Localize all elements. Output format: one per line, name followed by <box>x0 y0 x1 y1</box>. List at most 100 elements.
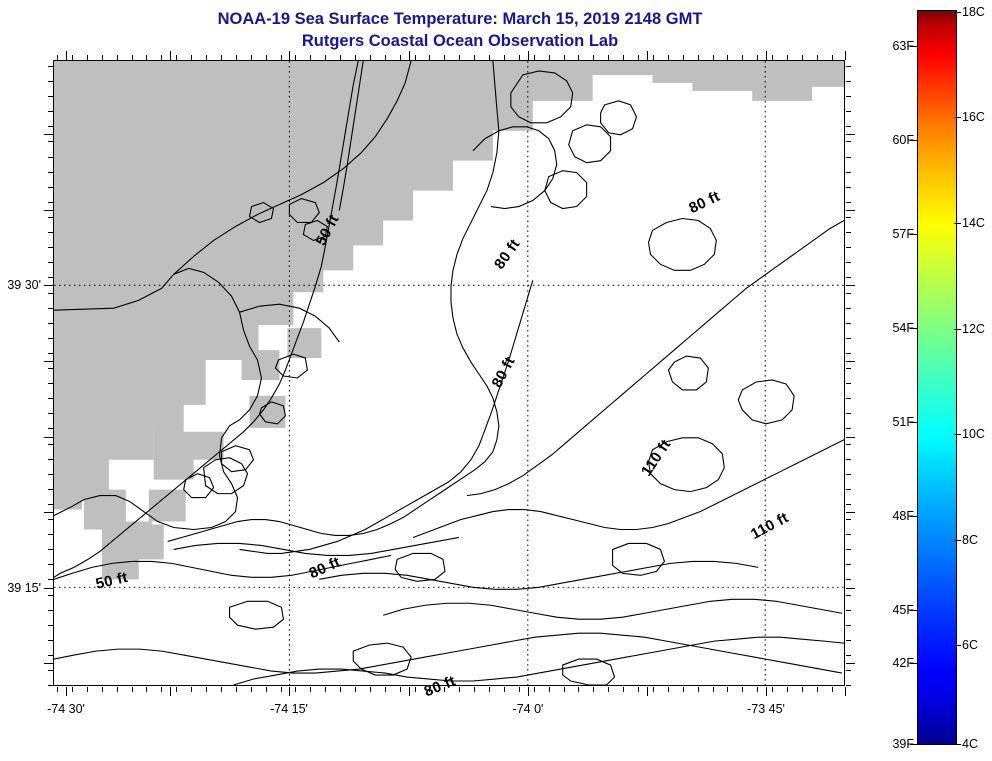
x-minor-tick-top <box>713 55 714 60</box>
x-minor-tick-bottom <box>444 687 445 692</box>
y-minor-tick-left <box>48 126 53 127</box>
colorbar-tick-left-4 <box>910 422 917 423</box>
colorbar-tick-left-8 <box>910 744 917 745</box>
y-minor-tick-right <box>846 262 851 263</box>
x-minor-tick-top <box>355 55 356 60</box>
x-axis-label-3: -73 45' <box>747 702 785 716</box>
x-minor-tick-bottom <box>549 687 550 692</box>
x-minor-tick-bottom <box>638 687 639 692</box>
colorbar-tick-right-4 <box>954 434 961 435</box>
x-minor-tick-top <box>564 55 565 60</box>
colorbar-fahrenheit-label-7: 42F <box>892 656 914 670</box>
y-minor-tick-right <box>846 293 851 294</box>
x-major-tick-top-3 <box>766 51 767 60</box>
colorbar-tick-right-7 <box>954 744 961 745</box>
x-minor-tick-bottom <box>623 687 624 692</box>
x-minor-tick-top <box>400 55 401 60</box>
colorbar-tick-left-0 <box>910 46 917 47</box>
y-minor-tick-right <box>846 670 851 671</box>
y-minor-tick-right <box>846 187 851 188</box>
x-minor-tick-bottom <box>251 687 252 692</box>
y-major-tick-extra-right-3 <box>846 437 855 438</box>
y-minor-tick-right <box>846 368 851 369</box>
y-major-tick-extra-left-2 <box>44 361 53 362</box>
x-major-tick-extra-bottom-2 <box>647 687 648 696</box>
x-minor-tick-bottom <box>564 687 565 692</box>
x-axis-label-1: -74 15' <box>270 702 308 716</box>
y-major-tick-extra-right-5 <box>846 663 855 664</box>
x-minor-tick-bottom <box>385 687 386 692</box>
y-major-tick-extra-right-0 <box>846 134 855 135</box>
x-minor-tick-bottom <box>519 687 520 692</box>
y-minor-tick-right <box>846 398 851 399</box>
x-minor-tick-bottom <box>772 687 773 692</box>
x-minor-tick-top <box>117 55 118 60</box>
title-line-1: NOAA-19 Sea Surface Temperature: March 1… <box>217 10 703 28</box>
x-minor-tick-bottom <box>310 687 311 692</box>
x-minor-tick-bottom <box>161 687 162 692</box>
x-major-tick-bottom-1 <box>289 687 290 696</box>
y-minor-tick-left <box>48 670 53 671</box>
x-minor-tick-top <box>176 55 177 60</box>
colorbar-tick-right-0 <box>954 12 961 13</box>
y-minor-tick-right <box>846 444 851 445</box>
y-minor-tick-right <box>846 625 851 626</box>
x-minor-tick-top <box>578 55 579 60</box>
y-minor-tick-right <box>846 534 851 535</box>
x-minor-tick-top <box>698 55 699 60</box>
colorbar-celsius-label-4: 10C <box>962 427 985 441</box>
colorbar-fahrenheit-label-0: 63F <box>892 39 914 53</box>
x-major-tick-bottom-0 <box>66 687 67 696</box>
y-minor-tick-left <box>48 534 53 535</box>
x-minor-tick-bottom <box>593 687 594 692</box>
x-minor-tick-top <box>668 55 669 60</box>
y-axis-label-0: 39 30' <box>7 278 41 292</box>
y-minor-tick-left <box>48 504 53 505</box>
y-minor-tick-right <box>846 157 851 158</box>
y-major-tick-right-0 <box>846 285 855 286</box>
y-major-tick-left-1 <box>44 588 53 589</box>
colorbar-tick-right-5 <box>954 540 961 541</box>
x-axis-label-2: -74 0' <box>512 702 544 716</box>
x-minor-tick-top <box>832 55 833 60</box>
y-minor-tick-left <box>48 610 53 611</box>
temperature-colorbar: 63F 60F 57F 54F 51F 48F 45F 42F 39F 18C 16C 14C 12C 1… <box>880 0 992 761</box>
y-minor-tick-left <box>48 217 53 218</box>
y-major-tick-extra-right-1 <box>846 210 855 211</box>
y-minor-tick-right <box>846 383 851 384</box>
x-minor-tick-top <box>608 55 609 60</box>
x-minor-tick-top <box>251 55 252 60</box>
y-minor-tick-right <box>846 338 851 339</box>
x-minor-tick-top <box>146 55 147 60</box>
x-minor-tick-bottom <box>802 687 803 692</box>
x-minor-tick-top <box>340 55 341 60</box>
x-minor-tick-bottom <box>340 687 341 692</box>
y-minor-tick-left <box>48 625 53 626</box>
y-minor-tick-left <box>48 428 53 429</box>
y-minor-tick-right <box>846 126 851 127</box>
y-major-tick-right-1 <box>846 588 855 589</box>
x-major-tick-extra-bottom-0 <box>170 687 171 696</box>
colorbar-gradient <box>917 10 957 745</box>
y-minor-tick-right <box>846 579 851 580</box>
y-minor-tick-left <box>48 247 53 248</box>
colorbar-tick-left-5 <box>910 516 917 517</box>
y-minor-tick-left <box>48 323 53 324</box>
x-minor-tick-bottom <box>102 687 103 692</box>
title-line-2: Rutgers Coastal Ocean Observation Lab <box>301 32 619 50</box>
y-axis-label-1: 39 15' <box>7 581 41 595</box>
x-major-tick-top-1 <box>289 51 290 60</box>
x-minor-tick-bottom <box>668 687 669 692</box>
y-minor-tick-right <box>846 217 851 218</box>
y-minor-tick-left <box>48 66 53 67</box>
y-minor-tick-left <box>48 398 53 399</box>
x-minor-tick-top <box>236 55 237 60</box>
y-minor-tick-right <box>846 610 851 611</box>
y-minor-tick-right <box>846 428 851 429</box>
y-minor-tick-right <box>846 474 851 475</box>
colorbar-tick-left-1 <box>910 140 917 141</box>
x-minor-tick-bottom <box>176 687 177 692</box>
colorbar-tick-right-1 <box>954 117 961 118</box>
x-axis-label-0: -74 30' <box>47 702 85 716</box>
x-minor-tick-top <box>295 55 296 60</box>
